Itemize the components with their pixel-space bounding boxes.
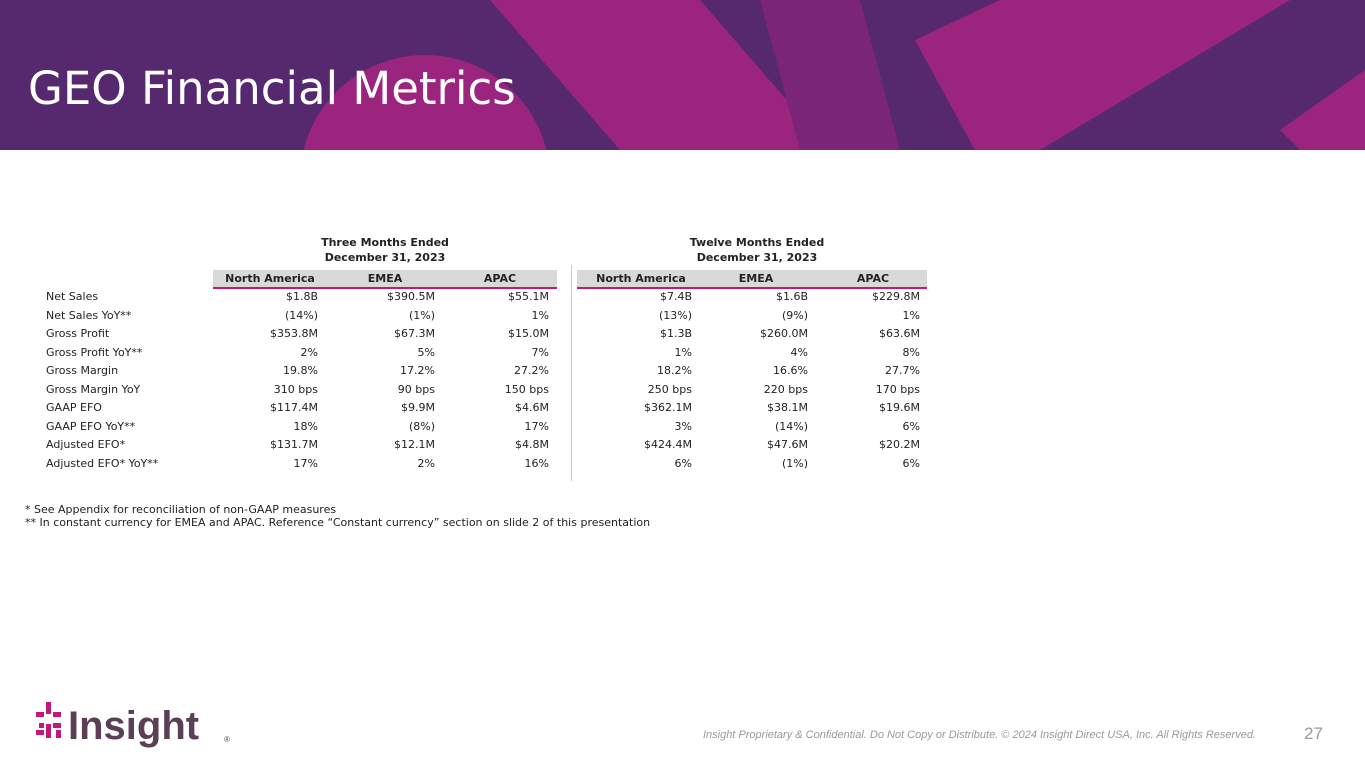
cell-value: 18.2% [657, 364, 692, 377]
row-label: GAAP EFO YoY** [46, 419, 136, 433]
cell-value: $4.6M [515, 401, 549, 414]
cell-value: $9.9M [401, 401, 435, 414]
group-header: Three Months Ended [321, 236, 449, 249]
cell-value: 27.2% [514, 364, 549, 377]
row-label: Gross Margin [46, 364, 119, 377]
cell-value: $7.4B [659, 290, 692, 303]
cell-value: (8%) [408, 419, 435, 433]
cell-value: 250 bps [647, 382, 692, 396]
column-header: APAC [856, 272, 890, 285]
cell-value: $15.0M [508, 327, 549, 340]
column-header: North America [596, 272, 686, 285]
cell-value: 310 bps [273, 382, 318, 396]
cell-value: 27.7% [885, 364, 920, 377]
group-header: December 31, 2023 [324, 251, 446, 264]
cell-value: $47.6M [767, 438, 808, 451]
cell-value: 220 bps [763, 382, 808, 396]
row-label: Net Sales [46, 290, 99, 303]
header-underline [213, 287, 557, 289]
metrics-table: Three Months Ended December 31, 2023 Twelv… [46, 236, 927, 470]
cell-value: $67.3M [394, 327, 435, 340]
cell-value: $424.4M [644, 438, 692, 451]
cell-value: 90 bps [397, 382, 435, 396]
column-header: EMEA [367, 272, 403, 285]
cell-value: $117.4M [270, 401, 318, 414]
cell-value: 17% [293, 456, 318, 470]
cell-value: $362.1M [644, 401, 692, 414]
cell-value: 18% [293, 419, 318, 433]
slide-title: GEO Financial Metrics [28, 62, 516, 115]
row-label: Adjusted EFO* YoY** [46, 456, 159, 470]
cell-value: 17.2% [400, 364, 435, 377]
cell-value: $390.5M [387, 290, 435, 303]
cell-value: (14%) [284, 308, 318, 322]
cell-value: (9%) [781, 308, 808, 322]
cell-value: $260.0M [760, 327, 808, 340]
cell-value: $19.6M [879, 401, 920, 414]
cell-value: 6% [902, 419, 920, 433]
row-label: Adjusted EFO* [46, 438, 126, 451]
cell-value: 150 bps [504, 382, 549, 396]
row-label: Gross Profit YoY** [46, 345, 143, 359]
cell-value: $12.1M [394, 438, 435, 451]
cell-value: 16% [524, 456, 549, 470]
cell-value: 16.6% [773, 364, 808, 377]
row-label: Gross Profit [46, 327, 110, 340]
cell-value: 1% [902, 308, 920, 322]
registered-mark: ® [224, 735, 230, 744]
row-label: Net Sales YoY** [46, 308, 132, 322]
logo: Insight ® [36, 702, 230, 748]
header-underline [577, 287, 927, 289]
cell-value: $55.1M [508, 290, 549, 303]
cell-value: (1%) [408, 308, 435, 322]
cell-value: (13%) [658, 308, 692, 322]
page-number: 27 [1304, 724, 1323, 743]
header-band [213, 270, 557, 287]
group-header: December 31, 2023 [696, 251, 818, 264]
cell-value: 8% [902, 345, 920, 359]
cell-value: $131.7M [270, 438, 318, 451]
cell-value: 4% [790, 345, 808, 359]
cell-value: (14%) [774, 419, 808, 433]
cell-value: 7% [531, 345, 549, 359]
cell-value: 2% [417, 456, 435, 470]
cell-value: (1%) [781, 456, 808, 470]
cell-value: $1.3B [659, 327, 692, 340]
logo-text: Insight [68, 704, 199, 748]
cell-value: 2% [300, 345, 318, 359]
cell-value: $1.6B [775, 290, 808, 303]
footnote: * See Appendix for reconciliation of non… [25, 503, 337, 516]
cell-value: $4.8M [515, 438, 549, 451]
cell-value: 1% [674, 345, 692, 359]
header-band: GEO Financial Metrics [0, 0, 1365, 150]
cell-value: 19.8% [283, 364, 318, 377]
cell-value: $353.8M [270, 327, 318, 340]
cell-value: 1% [531, 308, 549, 322]
column-header: APAC [483, 272, 517, 285]
cell-value: $1.8B [285, 290, 318, 303]
footnote: ** In constant currency for EMEA and APA… [25, 516, 651, 529]
cell-value: $38.1M [767, 401, 808, 414]
table-divider [571, 265, 572, 481]
cell-value: 5% [417, 345, 435, 359]
row-label: GAAP EFO [46, 401, 102, 414]
cell-value: 6% [902, 456, 920, 470]
cell-value: 3% [674, 419, 692, 433]
row-label: Gross Margin YoY [46, 382, 141, 396]
column-header: EMEA [738, 272, 774, 285]
cell-value: 6% [674, 456, 692, 470]
cell-value: $229.8M [872, 290, 920, 303]
group-header: Twelve Months Ended [689, 236, 825, 249]
cell-value: 17% [524, 419, 549, 433]
cell-value: 170 bps [875, 382, 920, 396]
confidential-note: Insight Proprietary & Confidential. Do N… [702, 729, 1256, 741]
cell-value: $20.2M [879, 438, 920, 451]
column-header: North America [225, 272, 315, 285]
cell-value: $63.6M [879, 327, 920, 340]
header-band [577, 270, 927, 287]
